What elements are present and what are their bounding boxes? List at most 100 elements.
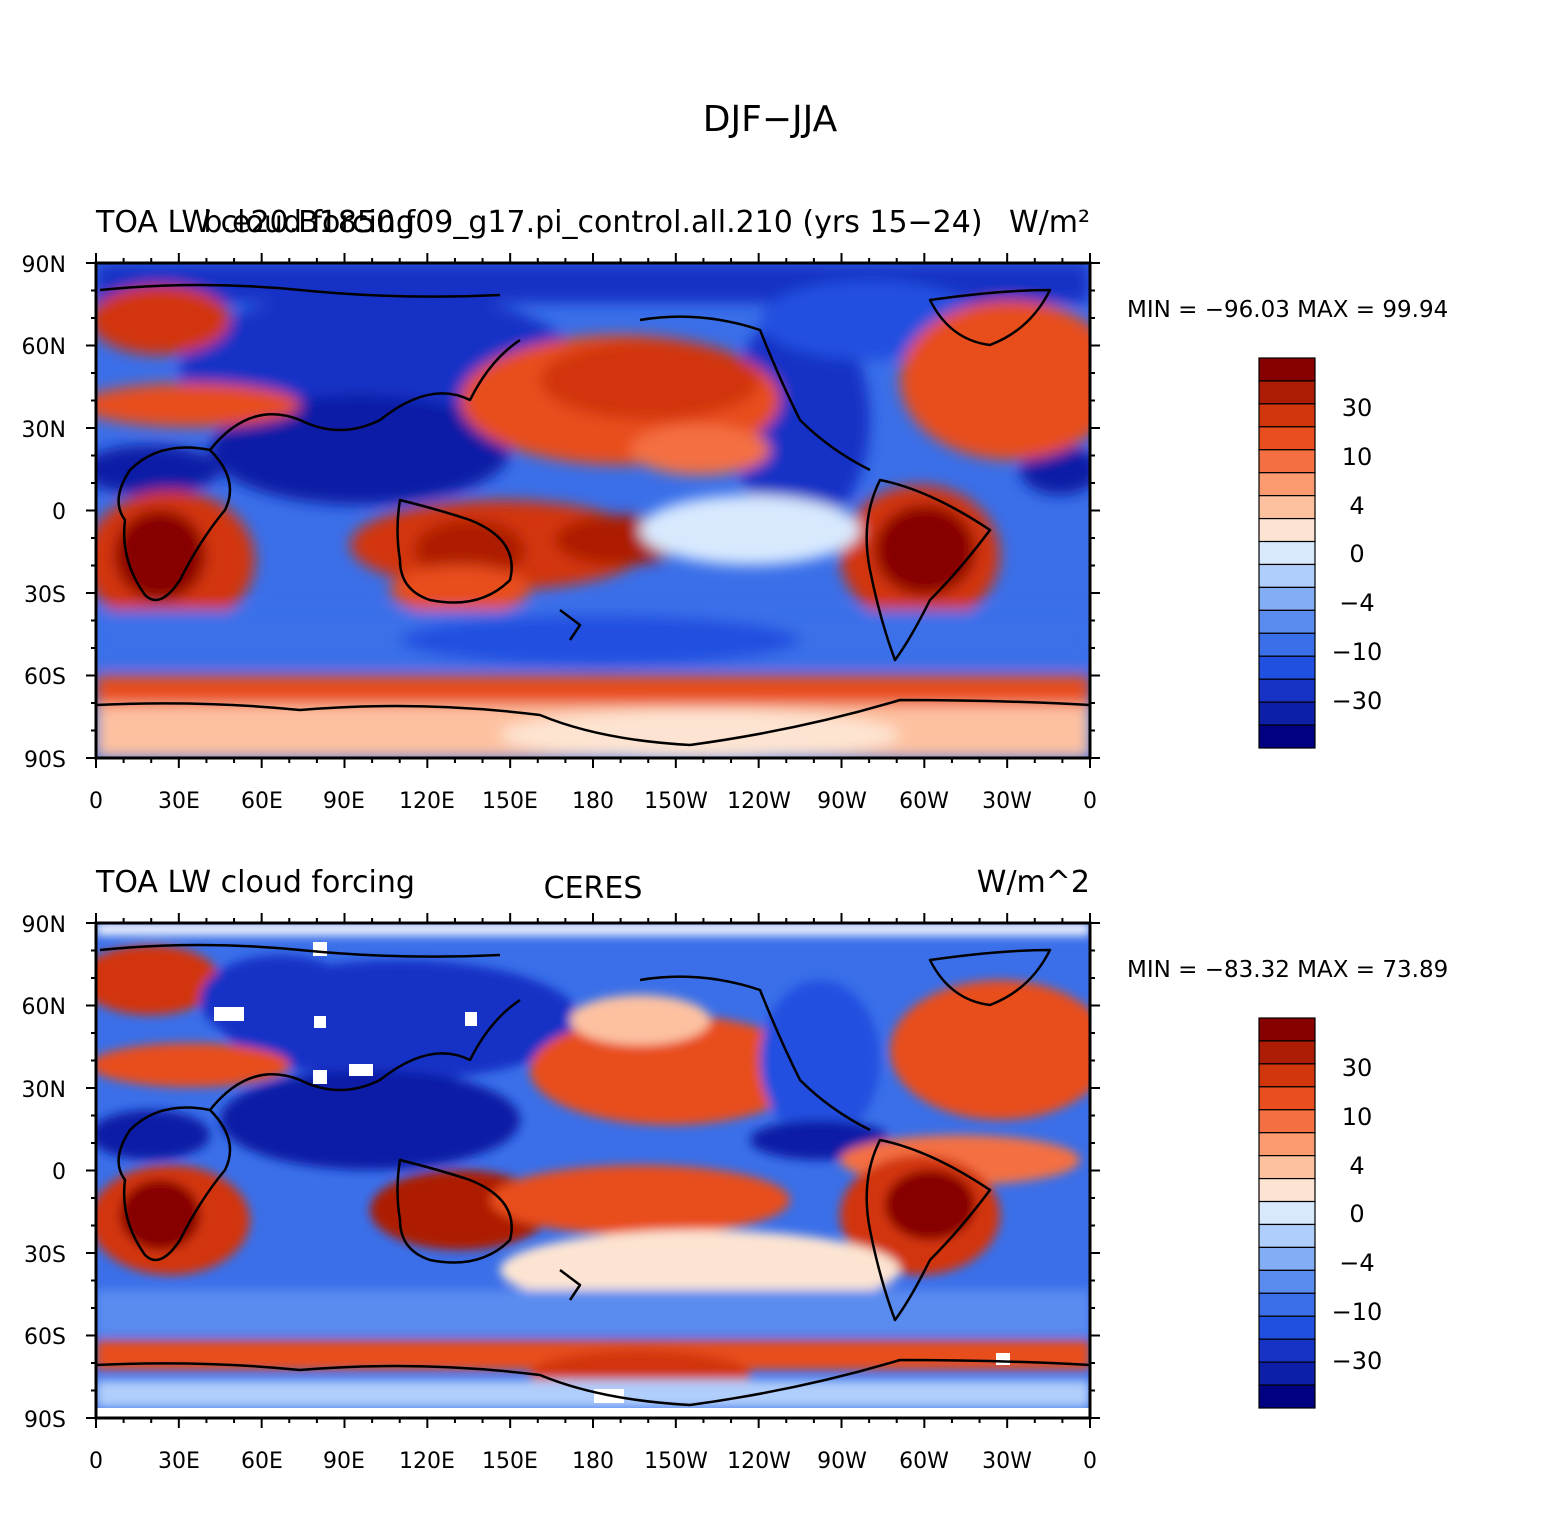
colorbar-box [1258,1384,1316,1409]
colorbar-tick-label: 4 [1349,1152,1364,1180]
x-tick-label: 150W [644,789,708,814]
colorbar-tick-label: −10 [1332,638,1383,666]
colorbar-box [1258,1177,1316,1203]
x-tick-label: 90W [817,1449,867,1474]
colorbar-tick-label: −30 [1332,1347,1383,1375]
colorbar-box [1258,380,1316,405]
y-tick-label: 90N [22,253,66,278]
colorbar-box [1258,1315,1316,1340]
colorbar-box [1258,1246,1316,1271]
y-tick-label: 90N [22,913,66,938]
colorbar-box [1258,495,1316,520]
colorbar-box [1258,701,1316,726]
panel-center-title: b.e20.B1850.f09_g17.pi_control.all.210 (… [203,205,982,240]
y-tick-label: 60N [22,335,66,360]
x-tick-label: 120E [399,1449,455,1474]
colorbar-box [1258,1361,1316,1386]
x-tick-label: 120W [727,789,791,814]
colorbar-box [1258,1063,1316,1088]
y-tick-label: 30S [24,583,66,608]
panel-model: TOA LW cloud forcing b.e20.B1850.f09_g17… [22,205,1449,814]
x-tick-label: 60E [241,1449,283,1474]
colorbar-labels: 30 10 4 0 −4 −10 −30 [1332,1054,1383,1375]
colorbar-tick-label: 10 [1342,1103,1373,1131]
panel-ceres: TOA LW cloud forcing CERES W/m^2 [22,865,1449,1474]
colorbar-box [1258,1338,1316,1363]
ticks-1 [86,253,1100,768]
colorbar-box [1258,1086,1316,1111]
x-tick-label: 30W [982,789,1032,814]
min-max-label: MIN = −96.03 MAX = 99.94 [1127,297,1448,323]
colorbar-box [1258,724,1316,749]
map-field [96,263,1090,758]
y-tick-label: 30N [22,418,66,443]
x-tick-label: 90W [817,789,867,814]
x-tick-label: 150E [482,789,538,814]
colorbar-tick-label: −4 [1339,589,1374,617]
colorbar-tick-label: 0 [1349,540,1364,568]
y-tick-label: 30S [24,1243,66,1268]
colorbar-box [1258,540,1316,566]
colorbar-box [1258,517,1316,543]
x-tick-label: 120W [727,1449,791,1474]
x-tick-label: 60W [899,1449,949,1474]
colorbar-box [1258,1200,1316,1226]
map-field [96,923,1090,1418]
x-axis: 0 30E 60E 90E 120E 150E 180 150W 120W 90… [89,1449,1097,1474]
colorbar-tick-label: 30 [1342,1054,1373,1082]
x-tick-label: 0 [1083,1449,1097,1474]
colorbar-box [1258,563,1316,589]
y-tick-label: 60S [24,665,66,690]
x-tick-label: 30W [982,1449,1032,1474]
colorbar [1258,1017,1316,1409]
ticks-2 [86,913,1100,1428]
x-tick-label: 180 [572,1449,614,1474]
contour-fill [96,263,1090,758]
y-tick-label: 30N [22,1078,66,1103]
y-tick-label: 90S [24,748,66,773]
colorbar-tick-label: −4 [1339,1249,1374,1277]
y-tick-label: 60S [24,1325,66,1350]
colorbar-box [1258,1292,1316,1317]
panel-center-title: CERES [544,871,643,906]
coastlines [96,283,1090,747]
y-axis-left: 90N 60N 30N 0 30S 60S 90S [22,253,66,773]
min-max-label: MIN = −83.32 MAX = 73.89 [1127,957,1448,983]
colorbar-box [1258,655,1316,680]
colorbar-tick-label: 30 [1342,394,1373,422]
x-tick-label: 150E [482,1449,538,1474]
colorbar-box [1258,472,1316,497]
x-tick-label: 180 [572,789,614,814]
colorbar-box [1258,1109,1316,1134]
colorbar-tick-label: −10 [1332,1298,1383,1326]
colorbar-box [1258,1132,1316,1157]
coastlines [96,943,1090,1407]
x-tick-label: 30E [158,789,200,814]
colorbar-box [1258,678,1316,703]
colorbar-tick-label: −30 [1332,687,1383,715]
colorbar-tick-label: 10 [1342,443,1373,471]
x-tick-label: 90E [323,789,365,814]
x-tick-label: 120E [399,789,455,814]
colorbar-tick-label: 0 [1349,1200,1364,1228]
colorbar-box [1258,586,1316,611]
x-tick-label: 30E [158,1449,200,1474]
x-tick-label: 60E [241,789,283,814]
colorbar-box [1258,632,1316,657]
panel-units: W/m^2 [977,865,1090,900]
x-tick-label: 0 [89,789,103,814]
colorbar-labels: 30 10 4 0 −4 −10 −30 [1332,394,1383,715]
colorbar-box [1258,357,1316,382]
x-tick-label: 60W [899,789,949,814]
colorbar-tick-label: 4 [1349,492,1364,520]
panel-left-title: TOA LW cloud forcing [95,865,415,900]
colorbar-box [1258,403,1316,428]
colorbar-box [1258,426,1316,451]
x-tick-label: 150W [644,1449,708,1474]
colorbar-box [1258,1017,1316,1042]
colorbar-box [1258,1269,1316,1294]
colorbar-box [1258,1223,1316,1249]
colorbar-box [1258,449,1316,474]
colorbar-box [1258,609,1316,634]
